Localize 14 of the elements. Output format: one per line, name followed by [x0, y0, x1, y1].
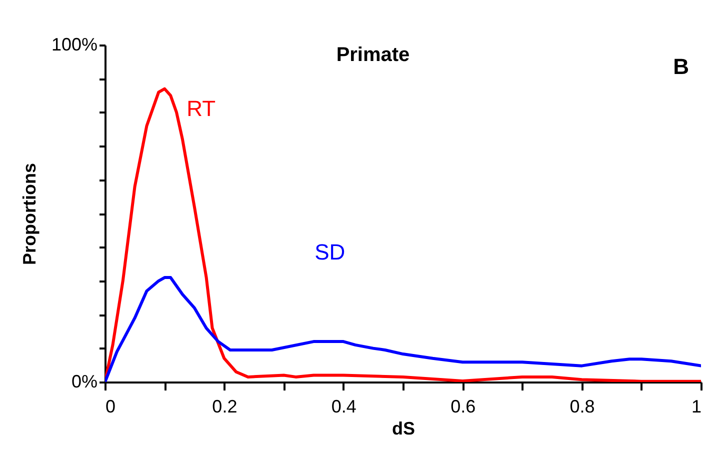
- y-axis-title: Proportions: [19, 163, 40, 265]
- annotation: B: [673, 54, 689, 79]
- y-tick-label: 100%: [51, 34, 98, 54]
- x-tick-label: 0.2: [212, 396, 238, 416]
- x-tick-label: 0.4: [331, 396, 356, 416]
- chart-title: Primate: [336, 44, 410, 66]
- x-tick-label: 0: [106, 396, 116, 416]
- y-tick-label: 0%: [71, 372, 98, 392]
- x-tick-label: 1: [691, 396, 702, 416]
- series-label: RT: [186, 96, 216, 121]
- x-axis-title: dS: [392, 418, 416, 438]
- x-tick-label: 0.8: [570, 396, 595, 416]
- x-tick-label: 0.6: [450, 396, 476, 416]
- text: SD: [314, 240, 346, 265]
